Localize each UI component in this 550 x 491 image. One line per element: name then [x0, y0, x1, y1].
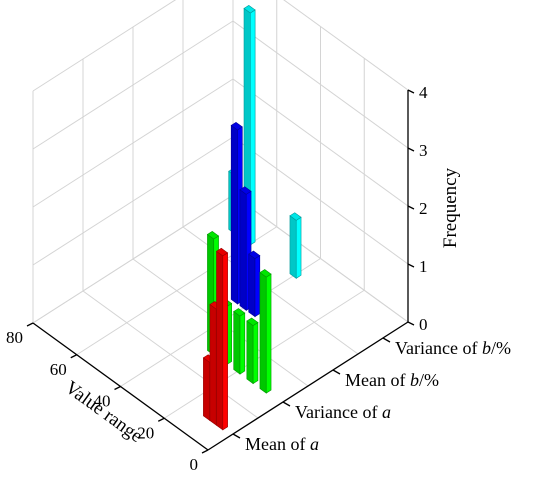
bar-side: [289, 215, 297, 279]
bar-top: [246, 317, 259, 326]
axes: [26, 89, 415, 454]
bar: [289, 212, 302, 279]
bar-side: [246, 320, 254, 385]
bar-top: [248, 250, 261, 260]
z-tick-label: 3: [419, 141, 428, 160]
category-tick-mark: [382, 337, 391, 343]
z-tick-label: 2: [419, 199, 428, 218]
category-label-suffix: /%: [419, 370, 439, 390]
z-tick-mark: [407, 205, 415, 210]
z-tick-mark: [407, 147, 415, 152]
x-tick-mark: [26, 322, 34, 327]
bar-side: [248, 253, 256, 318]
bar: [215, 247, 229, 431]
bar-side: [233, 310, 241, 375]
bars: [202, 4, 302, 431]
bar-top: [233, 308, 246, 317]
z-tick-label: 0: [419, 315, 428, 334]
x-tick-mark: [201, 449, 209, 454]
category-label-italic: a: [382, 402, 391, 422]
x-tick-mark: [157, 417, 165, 422]
bar-side: [216, 250, 224, 431]
bar-side: [259, 271, 267, 394]
bar: [233, 308, 246, 375]
category-label-text: Variance of: [395, 338, 482, 358]
category-label: Mean of b/%: [345, 370, 439, 390]
x-tick-label: 40: [94, 392, 111, 411]
category-label: Variance of b/%: [395, 338, 511, 358]
category-label-italic: b: [482, 338, 491, 358]
category-tick-mark: [332, 369, 341, 375]
category-label: Variance of a: [295, 402, 391, 422]
category-label-suffix: /%: [491, 338, 511, 358]
z-tick-mark: [407, 321, 415, 326]
bar-top: [215, 247, 229, 257]
bar: [248, 250, 261, 318]
bar-top: [243, 4, 256, 14]
bar-front: [265, 273, 272, 394]
bar-front: [222, 252, 228, 431]
bar-front: [252, 321, 259, 385]
bar-top: [230, 121, 243, 131]
category-tick-mark: [282, 401, 291, 407]
bar-front: [239, 312, 246, 375]
bar-side: [239, 189, 247, 311]
x-tick-mark: [70, 354, 78, 359]
category-label-italic: a: [310, 434, 319, 454]
x-tick-label: 80: [6, 328, 23, 347]
bar-top: [239, 186, 252, 195]
bar-side: [209, 303, 217, 426]
category-tick-mark: [232, 433, 241, 439]
bar-top: [259, 269, 272, 278]
category-axis: [207, 321, 409, 451]
x-tick-label: 0: [190, 455, 199, 474]
grid-line: [232, 194, 409, 323]
x-tick-label: 20: [137, 423, 154, 442]
bar: [246, 317, 259, 385]
bar-top: [289, 212, 302, 221]
bar: [243, 4, 256, 246]
bar-side: [230, 124, 238, 305]
category-label-text: Variance of: [295, 402, 382, 422]
x-axis-label: Value range: [61, 377, 146, 447]
z-axis-label: Frequency: [440, 167, 461, 248]
z-tick-label: 4: [419, 83, 428, 102]
category-label-text: Mean of: [245, 434, 310, 454]
bar-top: [206, 231, 220, 240]
bar: [259, 269, 272, 394]
bar-front: [295, 216, 302, 279]
x-tick-label: 60: [50, 360, 67, 379]
z-tick-mark: [407, 89, 415, 94]
category-label-italic: b: [410, 370, 419, 390]
z-tick-mark: [407, 263, 415, 268]
bar-side: [203, 357, 210, 421]
category-label: Mean of a: [245, 434, 319, 454]
x-tick-mark: [114, 385, 121, 391]
category-label-text: Mean of: [345, 370, 410, 390]
z-tick-label: 1: [419, 257, 428, 276]
grid-line: [82, 290, 259, 419]
bar-front: [254, 255, 261, 318]
